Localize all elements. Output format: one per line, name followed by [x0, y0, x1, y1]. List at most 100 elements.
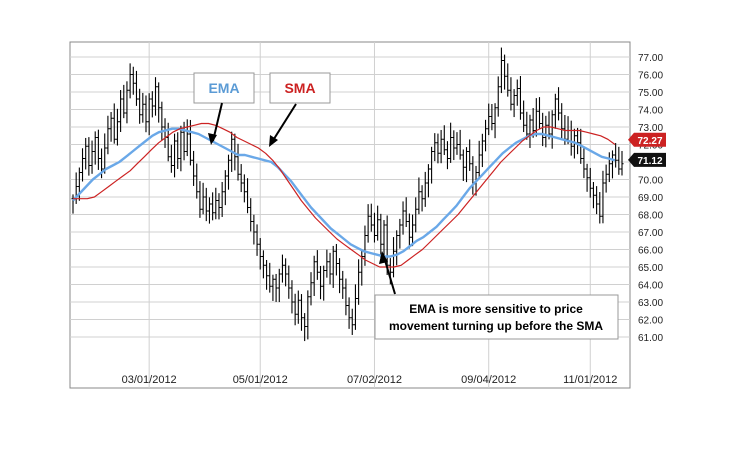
price-bar: [617, 146, 621, 175]
price-bar: [398, 218, 402, 249]
price-bar: [420, 185, 424, 212]
price-bar: [433, 133, 437, 162]
y-tick-label: 64.00: [638, 281, 663, 292]
price-bar: [176, 132, 180, 169]
price-bar: [620, 150, 624, 176]
price-bar: [344, 278, 348, 316]
price-bar: [325, 249, 329, 278]
price-bar: [490, 103, 494, 131]
sma-callout: SMA: [269, 72, 331, 147]
price-bar: [331, 245, 335, 288]
price-bar: [290, 280, 294, 314]
price-bar: [211, 192, 215, 221]
price-bar: [366, 204, 370, 243]
price-bar: [87, 137, 91, 176]
price-bar: [414, 197, 418, 233]
price-bar: [80, 148, 85, 182]
price-bar: [464, 147, 469, 183]
price-bar: [217, 193, 221, 220]
price-bar: [458, 129, 462, 160]
price-bar: [96, 129, 100, 170]
price-bar: [436, 133, 440, 164]
price-bar: [201, 182, 205, 215]
price-bar: [150, 91, 154, 118]
price-bar: [607, 152, 611, 183]
price-bar: [138, 88, 142, 124]
price-bar: [220, 181, 224, 217]
price-bar: [157, 82, 161, 123]
price-bar: [582, 148, 586, 179]
price-bar: [122, 84, 126, 119]
last-value-labels: 72.27 71.12: [628, 132, 666, 167]
price-bar: [480, 133, 484, 168]
y-tick-label: 74.00: [638, 106, 663, 117]
price-bar: [328, 252, 332, 285]
price-bar: [512, 89, 516, 118]
x-tick-label: 09/04/2012: [461, 374, 516, 386]
price-bar: [553, 93, 557, 129]
price-bar: [407, 213, 411, 249]
price-bar: [141, 92, 145, 123]
price-bar: [226, 154, 231, 190]
price-bar: [341, 270, 345, 299]
price-bar: [376, 205, 380, 241]
y-tick-label: 65.00: [638, 263, 663, 274]
ema-callout-box: [193, 72, 255, 104]
ema-callout-label: EMA: [208, 80, 239, 96]
note-callout-box: [374, 294, 619, 340]
price-bar: [106, 115, 110, 155]
y-tick-label: 62.00: [638, 316, 663, 327]
price-bar: [528, 114, 532, 149]
price-bar: [477, 140, 481, 178]
note-line-2: movement turning up before the SMA: [389, 319, 603, 333]
price-bar: [357, 259, 361, 305]
y-tick-label: 67.00: [638, 228, 663, 239]
price-bar: [369, 203, 373, 232]
price-bar: [84, 137, 88, 170]
price-bar: [185, 119, 189, 157]
last-value-text: 71.12: [637, 156, 662, 167]
price-bar: [525, 111, 529, 140]
price-bar: [439, 129, 443, 164]
price-bar: [353, 284, 358, 330]
y-tick-label: 61.00: [638, 333, 663, 344]
price-bar: [506, 63, 510, 97]
price-bar: [93, 131, 97, 165]
price-bar: [198, 181, 202, 218]
y-tick-label: 69.00: [638, 193, 663, 204]
y-tick-label: 75.00: [638, 88, 663, 99]
price-bar: [382, 220, 386, 259]
price-bar: [249, 198, 253, 232]
price-bar: [372, 212, 377, 243]
price-bars: [71, 47, 624, 342]
price-bar: [556, 87, 561, 121]
price-bar: [188, 119, 193, 166]
price-bar: [404, 197, 408, 227]
price-bar: [274, 273, 278, 302]
price-bar: [429, 146, 434, 184]
price-bar: [207, 197, 212, 224]
price-bar: [395, 230, 399, 266]
price-bar: [284, 258, 288, 287]
price-bar: [560, 103, 564, 139]
price-bar: [242, 174, 246, 203]
price-bar: [134, 70, 139, 106]
price-bar: [318, 265, 323, 300]
price-bar: [449, 122, 453, 163]
moving-averages: [72, 122, 616, 268]
price-bar: [483, 119, 488, 152]
price-bar: [306, 290, 310, 340]
price-bar: [502, 54, 507, 90]
price-bar: [588, 167, 592, 198]
price-bar: [172, 133, 177, 178]
price-bar: [585, 163, 589, 192]
price-bar: [112, 103, 116, 144]
price-bar: [261, 250, 266, 279]
price-bar: [499, 47, 504, 94]
price-bar: [509, 77, 513, 111]
price-bar: [131, 66, 135, 95]
price-bar: [604, 164, 608, 193]
price-bar: [337, 258, 342, 294]
price-bar: [191, 150, 196, 186]
